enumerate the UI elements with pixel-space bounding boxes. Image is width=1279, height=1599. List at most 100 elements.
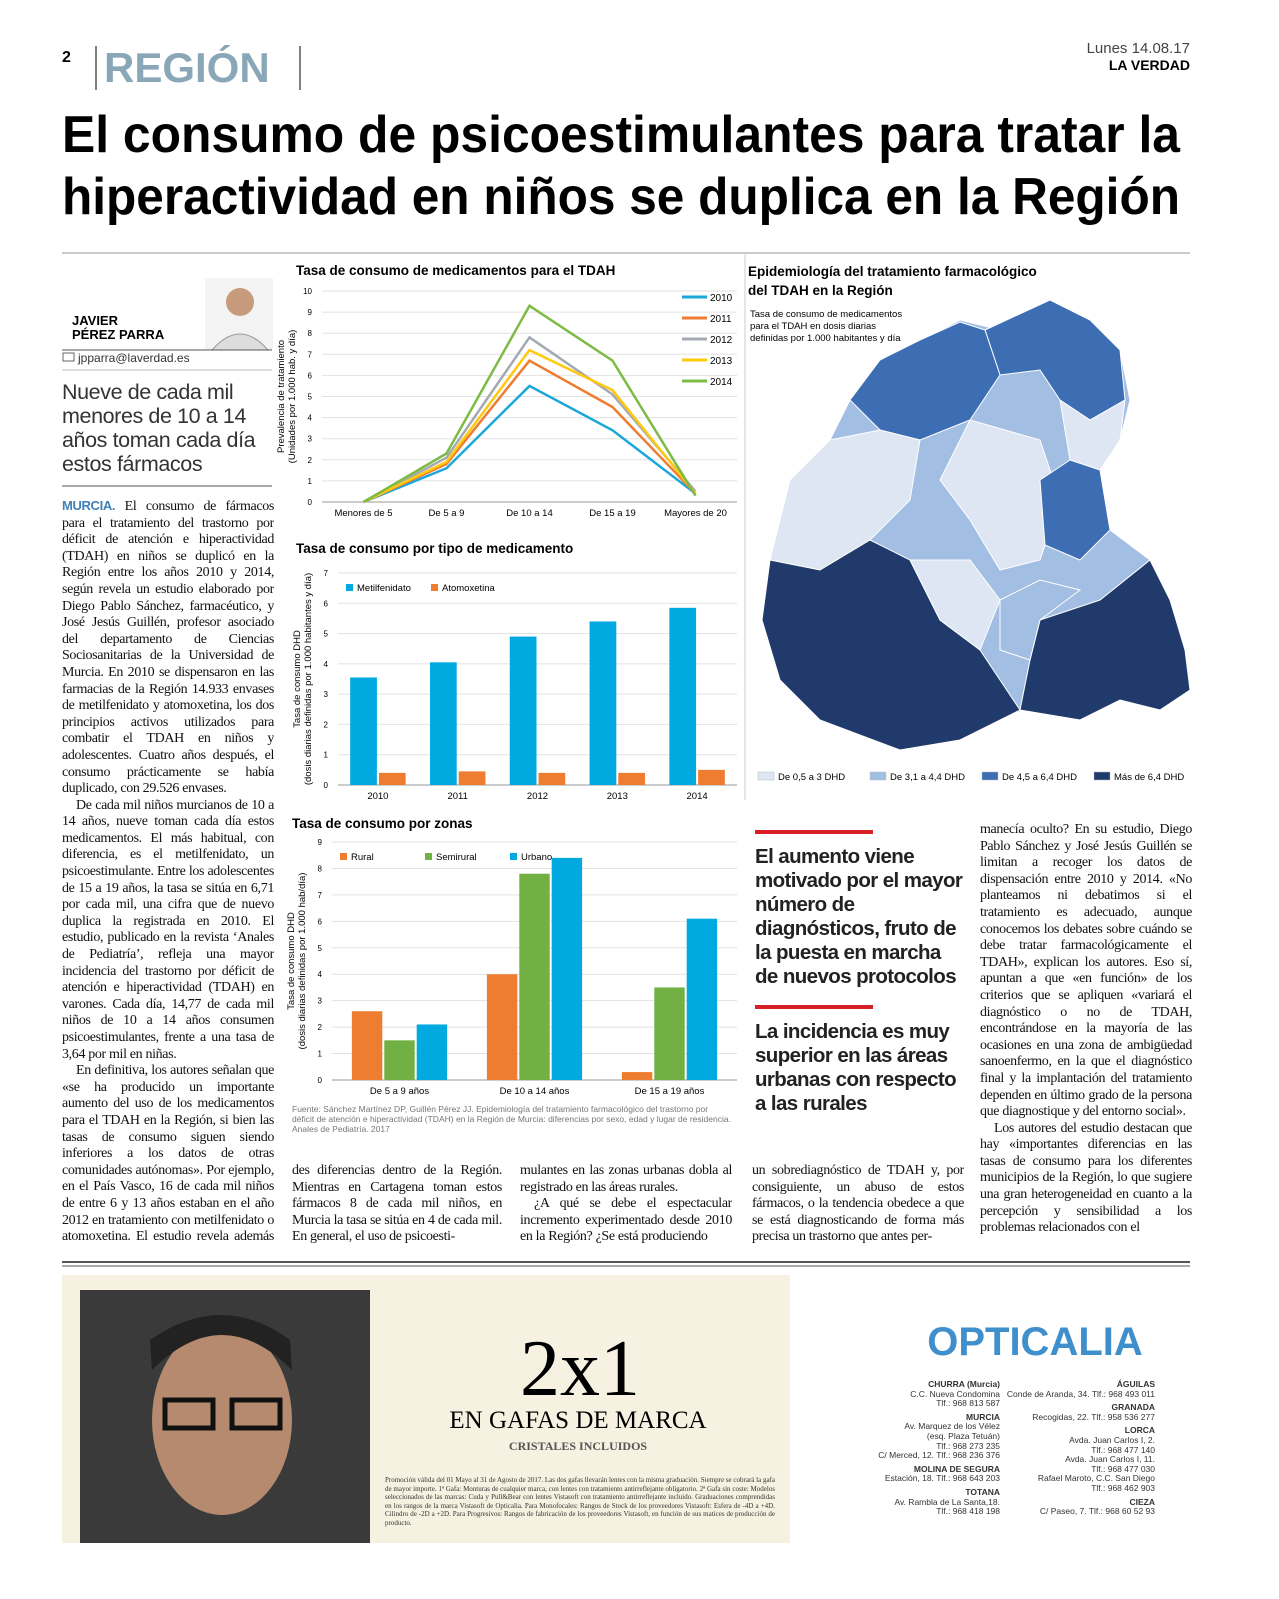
y-tick-label: 3 xyxy=(318,997,323,1006)
map-title: del TDAH en la Región xyxy=(748,283,893,298)
y-tick-label: 9 xyxy=(318,838,323,847)
store-line: Tlf.: 968 273 235 xyxy=(936,1440,1000,1451)
line xyxy=(362,359,697,504)
x-tick-label: De 10 a 14 xyxy=(506,508,552,519)
source: Fuente: Sánchez Martínez DP, Guillén Pér… xyxy=(292,1104,731,1134)
y-tick-label: 10 xyxy=(303,287,312,296)
legend-label: Atomoxetina xyxy=(442,583,496,594)
ad-offer: 2x1 xyxy=(520,1325,640,1413)
x-tick-label: De 10 a 14 años xyxy=(500,1086,570,1097)
y-tick-label: 6 xyxy=(308,371,313,380)
legend-swatch xyxy=(431,584,438,591)
ad-sub: CRISTALES INCLUIDOS xyxy=(509,1439,647,1453)
author-photo xyxy=(226,288,254,316)
y-tick-label: 5 xyxy=(318,944,323,953)
line xyxy=(362,335,697,504)
x-tick-label: 2012 xyxy=(527,791,548,802)
body-column: des diferencias dentro de la Región. Mie… xyxy=(292,1163,502,1247)
store-city: MOLINA DE SEGURA xyxy=(913,1463,1000,1474)
map-region xyxy=(909,559,1001,651)
y-axis-label: Tasa de consumo DHD xyxy=(292,630,303,728)
bar xyxy=(618,772,646,785)
bar xyxy=(458,771,486,785)
bar xyxy=(538,772,566,785)
y-tick-label: 8 xyxy=(308,329,313,338)
y-tick-label: 2 xyxy=(324,720,329,729)
legend-label: De 4,5 a 6,4 DHD xyxy=(1002,772,1077,783)
legend-swatch xyxy=(346,584,353,591)
paragraph: En definitiva, los autores señalan que «… xyxy=(62,1063,274,1246)
legend-swatch xyxy=(510,853,517,860)
store-line: Estación, 18. Tlf.: 968 643 203 xyxy=(884,1473,1000,1484)
y-axis-label: Tasa de consumo DHD xyxy=(286,912,297,1010)
store-line: Av. Rambla de La Santa,18. xyxy=(894,1496,1000,1507)
pull-quote: El aumento viene motivado por el mayor n… xyxy=(755,845,963,988)
x-tick-label: De 5 a 9 años xyxy=(370,1086,429,1097)
ad-fine-print: Promoción válida del 01 Mayo al 31 de Ag… xyxy=(385,1476,775,1527)
bar xyxy=(350,677,377,785)
subhead: Nueve de cada mil menores de 10 a 14 año… xyxy=(62,380,256,476)
chart-title: Tasa de consumo por tipo de medicamento xyxy=(296,541,573,556)
page-number: 2 xyxy=(62,49,71,66)
bar xyxy=(351,1011,383,1080)
y-tick-label: 6 xyxy=(324,599,329,608)
map-region xyxy=(1039,459,1111,561)
legend-label: 2011 xyxy=(710,314,732,325)
bar xyxy=(429,662,457,785)
paragraph: De cada mil niños murcianos de 10 a 14 a… xyxy=(62,797,274,1062)
store-city: CIEZA xyxy=(1129,1496,1156,1507)
store-city: LORCA xyxy=(1124,1425,1155,1436)
legend-label: De 0,5 a 3 DHD xyxy=(778,772,845,783)
bar xyxy=(669,607,697,785)
author: JAVIER xyxy=(72,313,119,328)
y-axis-label: Prevalencia de tratamiento xyxy=(276,340,287,453)
section: REGIÓN xyxy=(104,43,270,91)
legend-swatch xyxy=(425,853,432,860)
bar xyxy=(589,621,617,785)
ad-photo xyxy=(229,1397,283,1431)
y-tick-label: 5 xyxy=(324,630,329,639)
paragraph: MURCIA. El consumo de fármacos para el t… xyxy=(62,498,274,798)
bar xyxy=(486,974,518,1080)
bar xyxy=(384,1040,415,1080)
store-city: TOTANA xyxy=(965,1486,1000,1497)
store-line: Conde de Aranda, 34. Tlf.: 968 493 011 xyxy=(1006,1388,1155,1399)
quote-bar xyxy=(755,830,873,834)
paragraph: mulantes en las zonas urbanas dobla al r… xyxy=(520,1163,732,1195)
body-column: MURCIA. El consumo de fármacos para el t… xyxy=(62,498,274,1246)
x-tick-label: Mayores de 20 xyxy=(664,508,727,519)
bar xyxy=(686,918,718,1080)
legend-swatch xyxy=(340,853,347,860)
store-list: CHURRA (Murcia) C.C. Nueva Condomina Tlf.:… xyxy=(830,1379,1000,1517)
lead: MURCIA. xyxy=(62,498,116,513)
x-tick-label: De 5 a 9 xyxy=(429,508,465,519)
y-tick-label: 0 xyxy=(308,498,313,507)
legend-label: De 3,1 a 4,4 DHD xyxy=(890,772,965,783)
ad-photo xyxy=(150,1315,292,1370)
author: PÉREZ PARRA xyxy=(72,327,165,342)
body-column: un sobrediagnóstico de TDAH y, por consi… xyxy=(752,1163,964,1247)
store-line: Recogidas, 22. Tlf.: 958 536 277 xyxy=(1032,1411,1155,1422)
store-line: Avda. Juan Carlos I, 11. xyxy=(1065,1454,1155,1465)
bar xyxy=(654,987,685,1080)
ad-tagline: EN GAFAS DE MARCA xyxy=(449,1407,706,1434)
paper-name: LA VERDAD xyxy=(1109,57,1190,73)
store-line: Tlf.: 968 418 198 xyxy=(936,1506,1000,1517)
headline: hiperactividad en niños se duplica en la… xyxy=(62,168,1180,226)
y-tick-label: 0 xyxy=(324,781,329,790)
y-tick-label: 4 xyxy=(324,660,329,669)
x-tick-label: 2010 xyxy=(367,791,388,802)
store-list: ÁGUILAS Conde de Aranda, 34. Tlf.: 968 49… xyxy=(975,1379,1156,1517)
map-subtitle: Tasa de consumo de medicamentos xyxy=(750,309,902,320)
x-tick-label: 2011 xyxy=(447,791,467,802)
store-line: (esq. Plaza Tetuán) xyxy=(926,1430,1000,1441)
legend-swatch xyxy=(981,771,999,781)
ad-photo xyxy=(152,1325,292,1515)
email: jpparra@laverdad.es xyxy=(77,351,190,365)
chart-title: Tasa de consumo por zonas xyxy=(292,816,473,831)
y-tick-label: 3 xyxy=(308,435,313,444)
y-tick-label: 4 xyxy=(318,970,323,979)
legend-swatch xyxy=(757,771,775,781)
